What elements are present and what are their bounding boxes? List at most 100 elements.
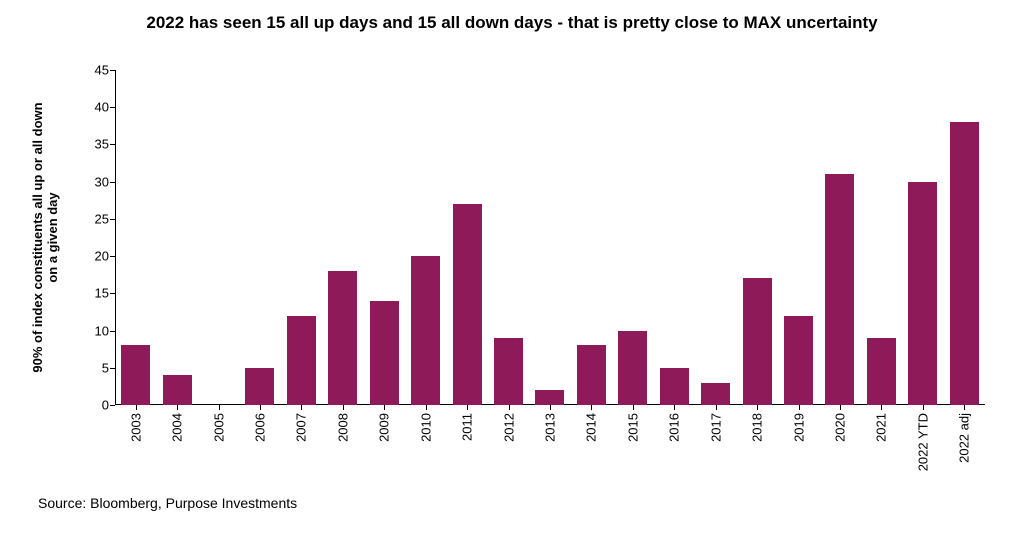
x-tick-mark xyxy=(136,405,137,410)
bar-slot: 2020 xyxy=(819,70,860,405)
y-axis-label: 90% of index constituents all up or all … xyxy=(30,70,60,405)
bar xyxy=(453,204,482,405)
bar xyxy=(411,256,440,405)
x-tick-mark xyxy=(799,405,800,410)
x-tick-mark xyxy=(550,405,551,410)
x-tick-label: 2021 xyxy=(874,413,889,442)
bar-slot: 2013 xyxy=(529,70,570,405)
y-tick-label: 45 xyxy=(95,63,109,78)
bar-slot: 2022 YTD xyxy=(902,70,943,405)
x-tick-mark xyxy=(591,405,592,410)
chart-title: 2022 has seen 15 all up days and 15 all … xyxy=(0,12,1024,33)
bar xyxy=(618,331,647,405)
x-tick-label: 2013 xyxy=(542,413,557,442)
y-tick-label: 30 xyxy=(95,174,109,189)
bar-slot: 2009 xyxy=(364,70,405,405)
x-tick-mark xyxy=(509,405,510,410)
bar xyxy=(701,383,730,405)
x-tick-mark xyxy=(384,405,385,410)
x-tick-label: 2010 xyxy=(418,413,433,442)
bar-slot: 2005 xyxy=(198,70,239,405)
bar-slot: 2004 xyxy=(156,70,197,405)
x-tick-mark xyxy=(757,405,758,410)
bar-slot: 2007 xyxy=(281,70,322,405)
x-tick-label: 2022 YTD xyxy=(915,413,930,471)
x-tick-mark xyxy=(964,405,965,410)
bar-slot: 2016 xyxy=(654,70,695,405)
bar-slot: 2022 adj xyxy=(944,70,985,405)
x-tick-mark xyxy=(674,405,675,410)
bar-slot: 2008 xyxy=(322,70,363,405)
bar xyxy=(867,338,896,405)
plot-area: 051015202530354045 200320042005200620072… xyxy=(115,70,985,405)
x-tick-mark xyxy=(840,405,841,410)
y-tick-label: 10 xyxy=(95,323,109,338)
x-tick-mark xyxy=(260,405,261,410)
x-tick-label: 2017 xyxy=(708,413,723,442)
bar xyxy=(535,390,564,405)
bar xyxy=(950,122,979,405)
x-tick-mark xyxy=(426,405,427,410)
bar-slot: 2014 xyxy=(571,70,612,405)
y-tick-mark xyxy=(110,405,115,406)
x-tick-mark xyxy=(177,405,178,410)
x-tick-mark xyxy=(219,405,220,410)
bar-slot: 2006 xyxy=(239,70,280,405)
bar-slot: 2003 xyxy=(115,70,156,405)
bar xyxy=(328,271,357,405)
bar xyxy=(577,345,606,405)
y-tick-label: 15 xyxy=(95,286,109,301)
bar xyxy=(743,278,772,405)
source-text: Source: Bloomberg, Purpose Investments xyxy=(38,495,297,511)
x-tick-label: 2019 xyxy=(791,413,806,442)
bar xyxy=(163,375,192,405)
y-tick-label: 35 xyxy=(95,137,109,152)
bar xyxy=(494,338,523,405)
bar xyxy=(825,174,854,405)
bar xyxy=(908,182,937,405)
x-tick-label: 2006 xyxy=(252,413,267,442)
bar xyxy=(245,368,274,405)
x-tick-label: 2016 xyxy=(667,413,682,442)
x-tick-label: 2011 xyxy=(460,413,475,441)
y-tick-label: 0 xyxy=(102,398,109,413)
x-tick-label: 2003 xyxy=(128,413,143,442)
x-tick-label: 2009 xyxy=(377,413,392,442)
x-tick-label: 2015 xyxy=(625,413,640,442)
y-tick-label: 25 xyxy=(95,211,109,226)
x-tick-label: 2012 xyxy=(501,413,516,442)
bar-slot: 2010 xyxy=(405,70,446,405)
bar xyxy=(121,345,150,405)
bar-slot: 2018 xyxy=(736,70,777,405)
y-tick-label: 40 xyxy=(95,100,109,115)
x-tick-mark xyxy=(881,405,882,410)
x-tick-label: 2018 xyxy=(750,413,765,442)
x-tick-label: 2020 xyxy=(832,413,847,442)
x-tick-mark xyxy=(923,405,924,410)
y-tick-label: 5 xyxy=(102,360,109,375)
x-tick-label: 2014 xyxy=(584,413,599,442)
x-tick-mark xyxy=(633,405,634,410)
x-tick-mark xyxy=(343,405,344,410)
bar-slot: 2017 xyxy=(695,70,736,405)
bar-slot: 2012 xyxy=(488,70,529,405)
x-tick-label: 2022 adj xyxy=(957,413,972,463)
x-tick-mark xyxy=(716,405,717,410)
bar-slot: 2021 xyxy=(861,70,902,405)
x-tick-label: 2007 xyxy=(294,413,309,442)
bar-slot: 2015 xyxy=(612,70,653,405)
bar-slot: 2011 xyxy=(446,70,487,405)
y-tick-label: 20 xyxy=(95,249,109,264)
bar-slot: 2019 xyxy=(778,70,819,405)
bar xyxy=(784,316,813,405)
bar xyxy=(287,316,316,405)
bar xyxy=(660,368,689,405)
x-tick-label: 2004 xyxy=(170,413,185,442)
x-tick-label: 2005 xyxy=(211,413,226,442)
chart-page: 2022 has seen 15 all up days and 15 all … xyxy=(0,0,1024,534)
bars-container: 2003200420052006200720082009201020112012… xyxy=(115,70,985,405)
x-tick-mark xyxy=(301,405,302,410)
x-tick-mark xyxy=(467,405,468,410)
bar xyxy=(370,301,399,405)
x-tick-label: 2008 xyxy=(335,413,350,442)
